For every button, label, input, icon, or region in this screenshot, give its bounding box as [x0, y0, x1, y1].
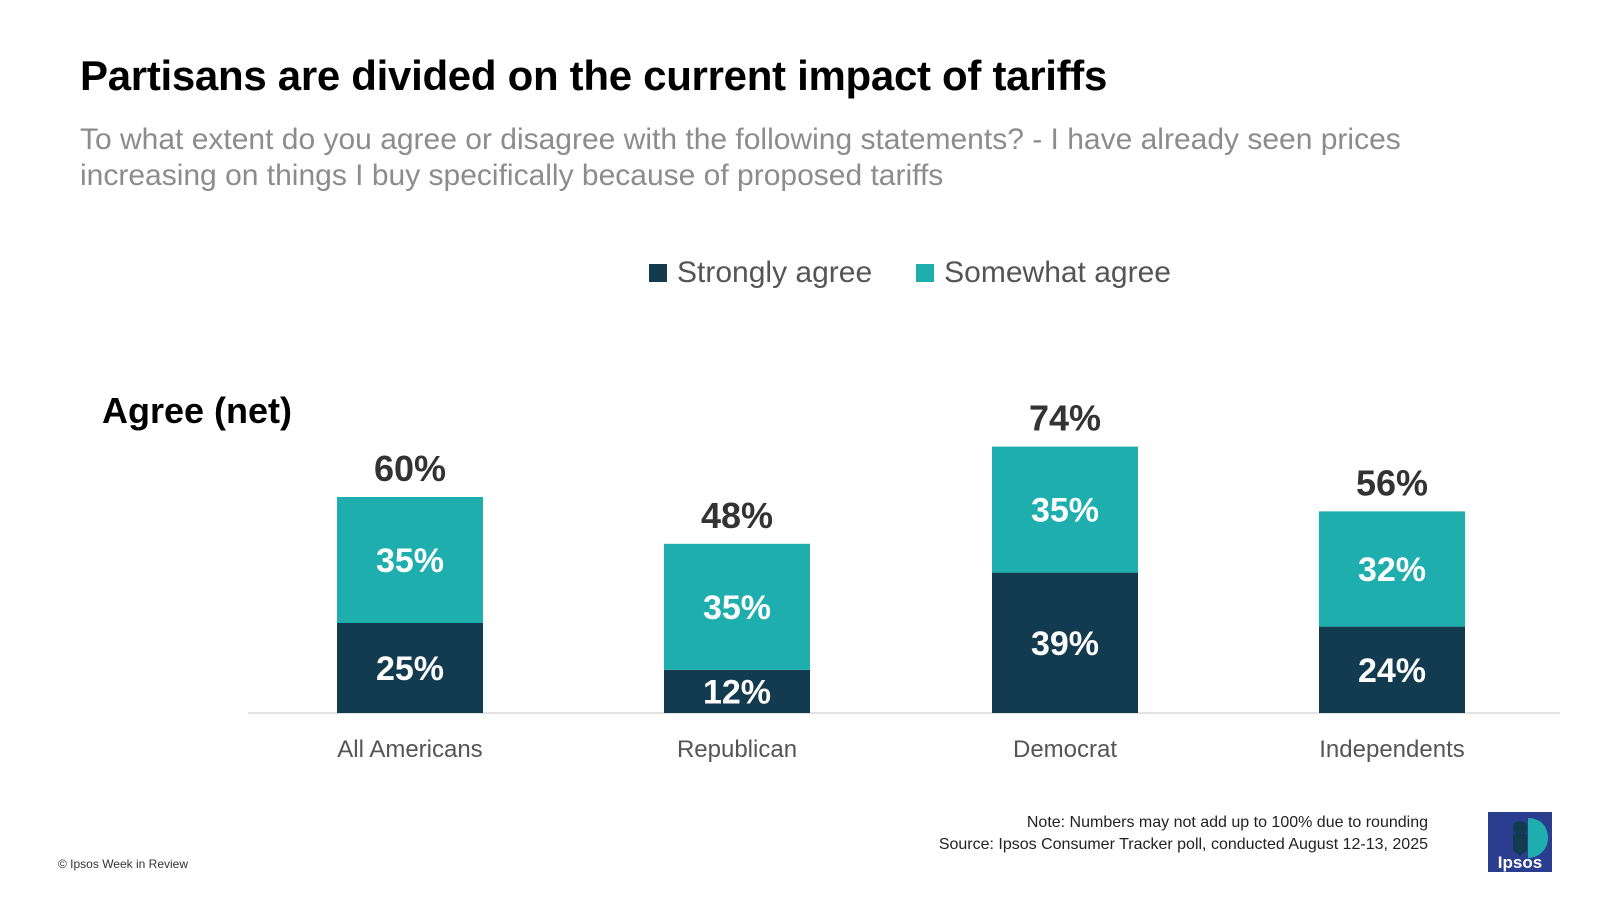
legend-swatch-strongly-agree: [649, 264, 668, 282]
data-label-somewhat-agree-2: 35%: [703, 589, 771, 627]
legend: Strongly agree Somewhat agree: [0, 256, 1600, 290]
bar-somewhat-agree-1: [337, 497, 483, 623]
bar-strongly-agree-1: [337, 623, 483, 713]
legend-label-somewhat-agree: Somewhat agree: [944, 256, 1171, 289]
ipsos-logo-icon: Ipsos: [1488, 812, 1552, 872]
legend-item-strongly-agree: Strongly agree: [649, 256, 872, 290]
total-label-3: 74%: [1029, 398, 1101, 439]
category-label-2: Republican: [677, 736, 797, 763]
agree-net-label: Agree (net): [102, 390, 293, 431]
legend-swatch-somewhat-agree: [916, 264, 935, 282]
data-label-strongly-agree-3: 39%: [1031, 625, 1099, 663]
data-label-strongly-agree-1: 25%: [376, 650, 444, 688]
data-label-somewhat-agree-4: 32%: [1358, 551, 1426, 589]
footnote-note: Note: Numbers may not add up to 100% due…: [1026, 814, 1428, 831]
footnote: Note: Numbers may not add up to 100% due…: [939, 812, 1428, 856]
category-label-1: All Americans: [337, 736, 482, 763]
footnote-source: Source: Ipsos Consumer Tracker poll, con…: [938, 836, 1428, 853]
data-label-somewhat-agree-1: 35%: [376, 542, 444, 580]
bar-strongly-agree-2: [664, 669, 810, 713]
bar-strongly-agree-3: [992, 572, 1138, 713]
legend-item-somewhat-agree: Somewhat agree: [916, 256, 1171, 290]
chart-title: Partisans are divided on the current imp…: [80, 52, 1108, 99]
total-label-1: 60%: [374, 448, 446, 489]
bar-somewhat-agree-2: [664, 543, 810, 670]
total-label-4: 56%: [1356, 462, 1428, 503]
copyright: © Ipsos Week in Review: [58, 857, 189, 871]
data-label-strongly-agree-2: 12%: [703, 673, 771, 711]
category-label-3: Democrat: [1013, 736, 1117, 763]
total-label-2: 48%: [701, 495, 773, 536]
data-label-somewhat-agree-3: 35%: [1031, 492, 1099, 530]
data-label-strongly-agree-4: 24%: [1358, 652, 1426, 690]
bar-strongly-agree-4: [1319, 626, 1465, 713]
category-label-4: Independents: [1319, 736, 1464, 763]
chart-subtitle: To what extent do you agree or disagree …: [80, 123, 1401, 192]
legend-label-strongly-agree: Strongly agree: [677, 256, 873, 289]
bar-somewhat-agree-4: [1319, 511, 1465, 627]
logo-text: Ipsos: [1498, 853, 1542, 872]
bar-somewhat-agree-3: [992, 446, 1138, 573]
